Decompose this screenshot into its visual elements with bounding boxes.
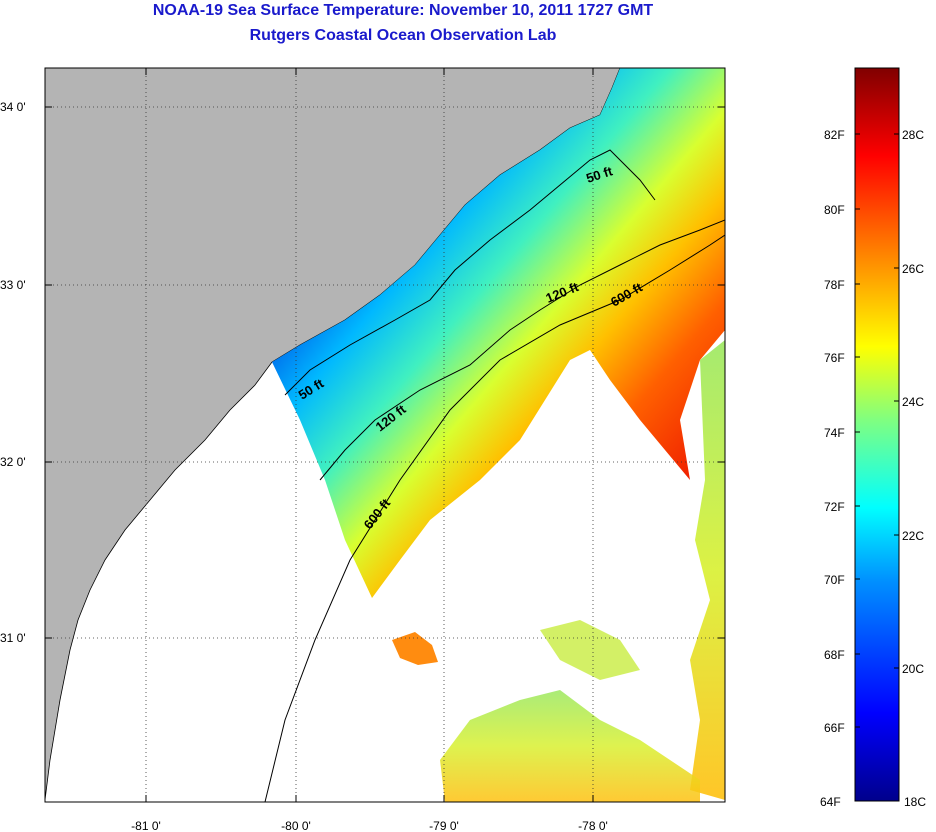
lat-label: 31 0' [0, 631, 26, 645]
colorbar-f-label: 66F [824, 721, 845, 735]
lat-label: 32 0' [0, 455, 26, 469]
colorbar-f-label: 82F [824, 128, 845, 142]
color-scale-bar [854, 67, 900, 802]
colorbar-f-label: 70F [824, 573, 845, 587]
colorbar-f-label: 78F [824, 278, 845, 292]
colorbar-f-label: 64F [820, 795, 841, 809]
map-frame [44, 67, 726, 803]
sst-swath [272, 68, 725, 598]
axis-ticks [45, 68, 725, 802]
map-subtitle: Rutgers Coastal Ocean Observation Lab [249, 27, 557, 44]
lon-label: -78 0' [578, 819, 608, 832]
lat-label: 33 0' [0, 278, 26, 292]
isobath-120ft [319, 219, 725, 481]
lat-label: 34 0' [0, 100, 26, 114]
color-scale: 82F 80F 78F 76F 74F 72F 70F 68F 66F 64F … [820, 67, 926, 809]
sst-patch-small [392, 632, 438, 665]
sst-patch-mid [540, 620, 640, 680]
sst-map: 50 ft 50 ft 120 ft 120 ft 600 ft 600 ft … [0, 67, 726, 832]
isobath-600ft [264, 234, 725, 802]
lat-gridlines [45, 106, 725, 639]
lon-label: -80 0' [281, 819, 311, 832]
colorbar-f-label: 68F [824, 648, 845, 662]
colorbar-f-label: 80F [824, 203, 845, 217]
isobath-50ft [284, 149, 656, 396]
colorbar-c-label: 20C [902, 662, 924, 676]
colorbar-f-label: 74F [824, 426, 845, 440]
lon-label: -79 0' [429, 819, 459, 832]
sst-patch-south [440, 690, 700, 802]
lon-label: -81 0' [131, 819, 161, 832]
map-title: NOAA-19 Sea Surface Temperature: Novembe… [152, 2, 654, 19]
colorbar-c-label: 22C [902, 529, 924, 543]
colorbar-c-label: 24C [902, 395, 924, 409]
colorbar-f-label: 76F [824, 351, 845, 365]
sst-patch-east [690, 340, 725, 800]
colorbar-f-label: 72F [824, 500, 845, 514]
colorbar-c-label: 26C [902, 262, 924, 276]
colorbar-c-label: 28C [902, 128, 924, 142]
colorbar-c-label: 18C [904, 795, 926, 809]
